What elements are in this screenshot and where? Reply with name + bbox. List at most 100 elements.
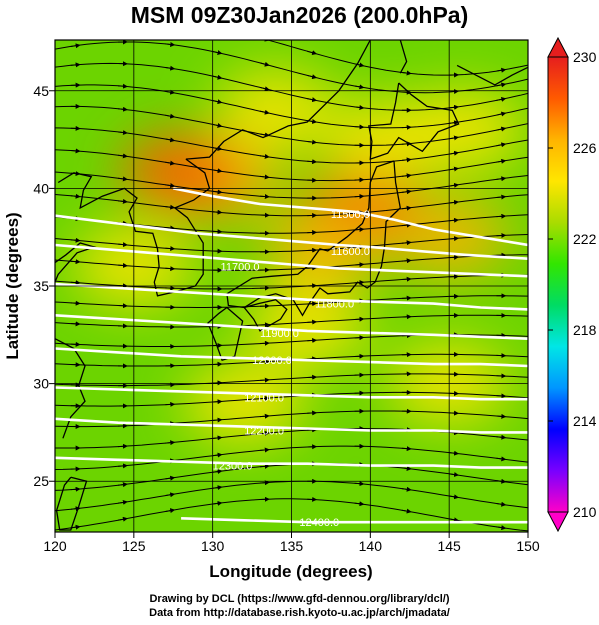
plot-area: 11500.0 11600.0 11700.0 11800.0 11900.0 12000… [55, 21, 528, 532]
contour-line [55, 417, 528, 434]
coastline [57, 158, 211, 297]
wind-arrow [307, 97, 318, 103]
wind-arrow [401, 486, 412, 492]
wind-arrow [259, 174, 270, 180]
wind-arrow [496, 194, 507, 200]
wind-arrow [307, 139, 318, 145]
credit-data: Data from http://database.rish.kyoto-u.a… [149, 607, 450, 619]
x-axis-label: Longitude (degrees) [209, 562, 372, 581]
wind-arrow [259, 430, 270, 436]
x-tick-label: 120 [43, 538, 67, 554]
colorbar-ramp [547, 56, 569, 513]
colorbar-tick-label: 218 [573, 322, 597, 338]
wind-arrow [118, 242, 128, 248]
wind-arrow [354, 84, 365, 90]
contour-label: 11700.0 [221, 261, 260, 273]
wind-arrow [165, 492, 176, 498]
wind-arrow [70, 259, 81, 265]
x-tick-label: 145 [437, 538, 461, 554]
temperature-patch [215, 70, 336, 151]
wind-arrow [165, 225, 176, 231]
wind-arrow [354, 193, 365, 199]
wind-arrow [118, 130, 128, 136]
wind-arrow [259, 447, 270, 453]
wind-arrow [401, 446, 412, 452]
wind-arrow [212, 209, 223, 215]
wind-arrow [118, 262, 128, 268]
x-tick-label: 150 [516, 538, 540, 554]
wind-arrow [401, 70, 412, 76]
y-axis-ticks: 25 30 35 40 45 [33, 83, 55, 489]
contour-line [55, 314, 528, 340]
wind-arrow [165, 113, 176, 119]
wind-arrow [117, 516, 128, 522]
wind-arrow [259, 395, 270, 401]
wind-arrow [165, 440, 176, 446]
temperature-patch [263, 206, 384, 287]
wind-arrow [212, 399, 223, 405]
wind-arrow [401, 157, 412, 163]
wind-arrow [70, 193, 81, 199]
contour-line [55, 386, 528, 401]
wind-arrow [118, 21, 126, 22]
wind-arrow [496, 434, 507, 440]
wind-arrow [212, 485, 223, 491]
temperature-patch [121, 132, 242, 213]
wind-arrow [496, 111, 507, 117]
x-axis-ticks: 120 125 130 135 140 145 150 [43, 532, 540, 554]
wind-arrow [212, 417, 223, 423]
wind-arrow [259, 61, 270, 67]
contour-line [173, 187, 528, 247]
wind-arrow [449, 150, 460, 156]
wind-arrow [212, 452, 223, 458]
wind-arrow [496, 158, 507, 164]
wind-arrow [165, 475, 176, 481]
wind-arrow [401, 189, 412, 195]
wind-arrow [307, 74, 318, 80]
wind-arrow [165, 65, 176, 71]
coastline [55, 476, 88, 531]
wind-arrow [449, 135, 460, 141]
wind-arrow [70, 506, 81, 512]
wind-arrow [354, 124, 365, 130]
wind-arrow [259, 109, 270, 115]
wind-arrow [354, 481, 365, 487]
wind-arrow [449, 166, 460, 172]
wind-arrow [354, 62, 365, 68]
contour-label: 12300.0 [213, 461, 253, 473]
wind-arrow [401, 240, 412, 246]
y-tick-label: 35 [33, 278, 49, 294]
wind-arrow [449, 104, 460, 110]
colorbar-tick-label: 230 [573, 49, 597, 65]
wind-arrow [70, 43, 81, 49]
wind-arrow [212, 74, 223, 80]
wind-arrow [70, 486, 81, 492]
wind-arrow [449, 217, 460, 223]
wind-arrow [259, 86, 270, 92]
wind-arrow [496, 126, 507, 132]
colorbar-bottom-arrow [547, 511, 569, 533]
wind-arrow [449, 120, 460, 126]
wind-arrow [354, 501, 365, 507]
wind-arrow [212, 500, 223, 506]
chart-title: MSM 09Z30Jan2026 (200.0hPa) [130, 2, 469, 28]
wind-arrow [449, 517, 460, 523]
wind-arrow [496, 456, 507, 462]
coastline [399, 40, 408, 74]
wind-arrow [307, 159, 318, 165]
wind-arrow [354, 104, 365, 110]
wind-arrow [496, 176, 507, 182]
wind-arrow [354, 262, 365, 268]
wind-arrow [165, 246, 176, 252]
wind-arrow [70, 237, 81, 243]
wind-arrow [212, 435, 223, 441]
colorbar-top-arrow [547, 36, 569, 58]
wind-arrow [449, 450, 460, 456]
contour-line [55, 282, 528, 311]
wind-arrow [401, 173, 412, 179]
wind-arrow [259, 194, 270, 199]
colorbar-tick-label: 226 [573, 140, 597, 156]
x-tick-label: 135 [280, 538, 304, 554]
wind-arrow [259, 463, 270, 469]
wind-arrow [118, 83, 128, 89]
